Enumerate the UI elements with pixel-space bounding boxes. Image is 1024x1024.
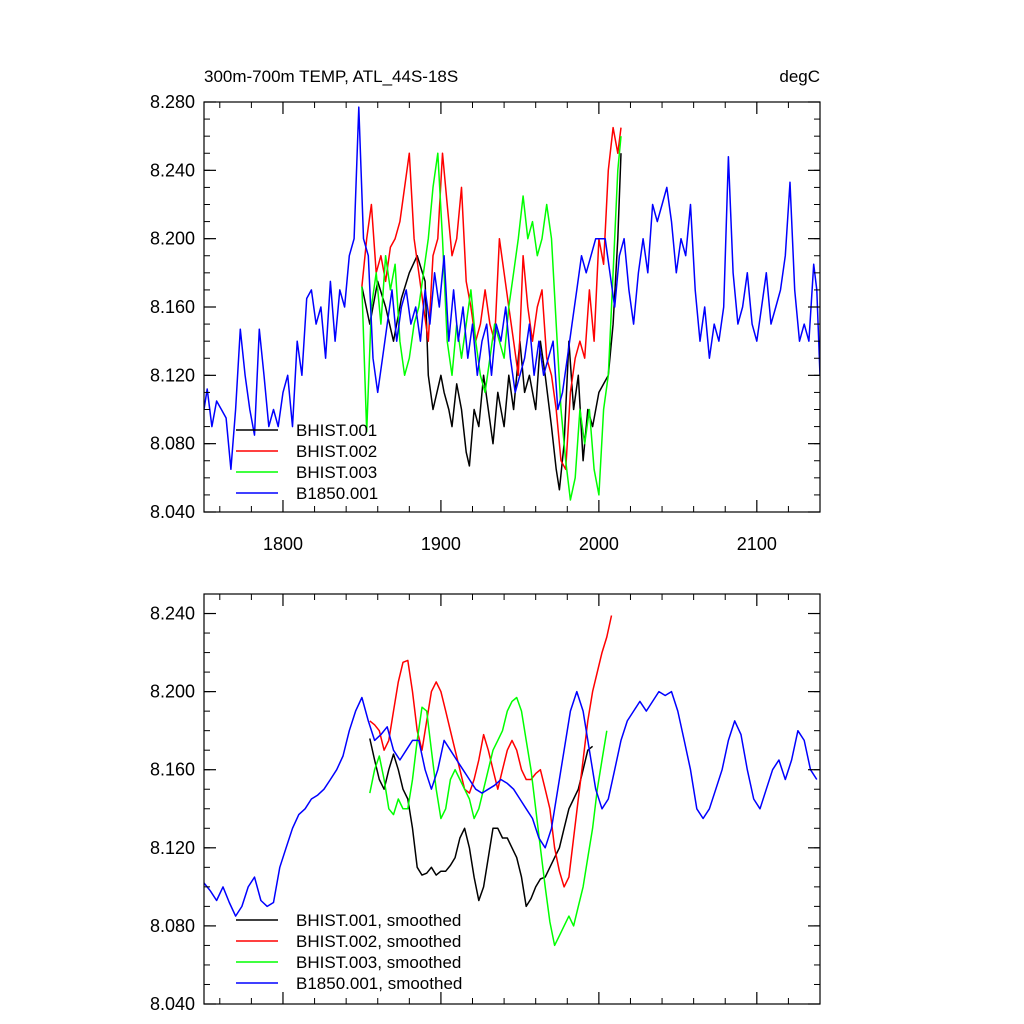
y-tick-label: 8.200: [150, 229, 195, 249]
units-label: degC: [779, 67, 820, 86]
series-line-1: [361, 153, 622, 491]
plot-area-top: 8.040 8.080 8.120 8.160 8.200 8.240 8.280 1800 1…: [150, 92, 821, 554]
legend-label: BHIST.002: [296, 442, 377, 461]
panel-bottom-chart: 8.040 8.080 8.120 8.160 8.200 8.240 BHIST.001,…: [150, 593, 821, 1014]
y-tick-label: 8.080: [150, 916, 195, 936]
plot-frame: [203, 593, 821, 1005]
y-tick-label: 8.040: [150, 994, 195, 1014]
y-tick-label: 8.160: [150, 297, 195, 317]
legend-label: BHIST.003: [296, 463, 377, 482]
series-line-4: [204, 690, 818, 917]
y-tick-label: 8.080: [150, 434, 195, 454]
legend-label: B1850.001, smoothed: [296, 974, 462, 993]
legend-label: BHIST.001, smoothed: [296, 911, 461, 930]
y-tick-label: 8.120: [150, 365, 195, 385]
series-line-2: [361, 126, 622, 471]
series-line-1: [369, 738, 594, 908]
legend-label: BHIST.001: [296, 421, 377, 440]
y-tick-label: 8.120: [150, 838, 195, 858]
y-tick-label: 8.200: [150, 682, 195, 702]
legend-label: BHIST.002, smoothed: [296, 932, 461, 951]
x-tick-label: 2000: [579, 534, 619, 554]
y-tick-label: 8.280: [150, 92, 195, 112]
y-tick-label: 8.240: [150, 604, 195, 624]
legend-label: B1850.001: [296, 484, 378, 503]
legend: BHIST.001, smoothed BHIST.002, smoothed BH…: [236, 911, 462, 993]
x-tick-label: 1800: [263, 534, 303, 554]
legend: BHIST.001 BHIST.002 BHIST.003 B1850.001: [236, 421, 378, 503]
y-tick-label: 8.160: [150, 760, 195, 780]
y-tick-label: 8.240: [150, 160, 195, 180]
plot-area-bottom: 8.040 8.080 8.120 8.160 8.200 8.240 BHIST.001,…: [150, 593, 821, 1014]
legend-label: BHIST.003, smoothed: [296, 953, 461, 972]
x-tick-label: 2100: [737, 534, 777, 554]
y-tick-label: 8.040: [150, 502, 195, 522]
series-line-4: [204, 106, 820, 471]
panel-top-chart: 300m-700m TEMP, ATL_44S-18S degC 8.0408.…: [150, 67, 821, 554]
series-lines: [204, 615, 818, 947]
chart-title: 300m-700m TEMP, ATL_44S-18S: [204, 67, 458, 86]
series-line-3: [361, 136, 622, 501]
series-lines: [204, 106, 820, 501]
x-tick-label: 1900: [421, 534, 461, 554]
series-line-3: [369, 696, 608, 947]
